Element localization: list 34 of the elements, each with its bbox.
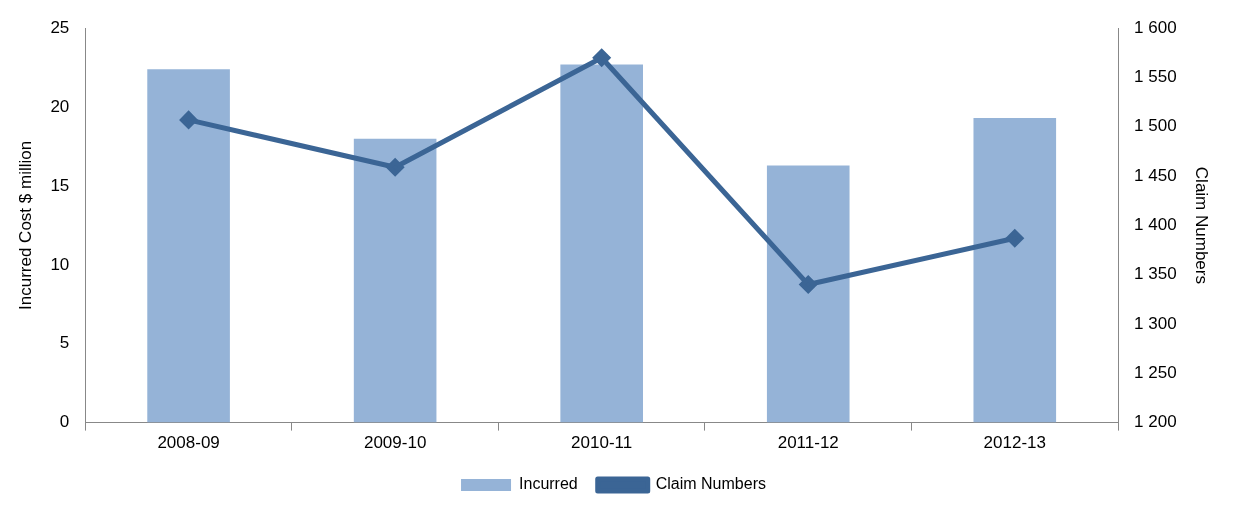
bar — [147, 69, 230, 423]
x-tick-label: 2012-13 — [983, 433, 1046, 453]
bar — [353, 138, 437, 423]
y2-tick-label: 1 500 — [1134, 116, 1177, 136]
y2-tick-label: 1 550 — [1134, 67, 1177, 87]
y-tick-label: 25 — [50, 17, 70, 37]
x-tick-label: 2011-12 — [777, 433, 839, 453]
y-axis-title: Incurred Cost $ million — [15, 140, 35, 310]
y2-tick-label: 1 250 — [1134, 362, 1177, 382]
y2-tick-label: 1 300 — [1134, 313, 1177, 333]
y-tick-label: 10 — [50, 254, 70, 274]
point — [593, 49, 611, 67]
y-tick-label: 0 — [59, 412, 70, 432]
bar — [973, 118, 1057, 423]
y-tick-label: 20 — [50, 96, 70, 116]
bar — [766, 165, 850, 423]
x-tick-label: 2009-10 — [363, 433, 427, 453]
y2-tick-label: 1 400 — [1134, 215, 1177, 235]
y-tick-label: 15 — [50, 175, 70, 195]
y2-tick-label: 1 200 — [1134, 412, 1177, 432]
x-tick-label: 2008-09 — [157, 433, 220, 453]
y2-tick-label: 1 350 — [1134, 264, 1177, 284]
y2-axis-title: Claim Numbers — [1192, 166, 1212, 284]
y-tick-label: 5 — [59, 333, 70, 353]
point — [1006, 229, 1024, 247]
x-tick-label: 2010-11 — [571, 433, 633, 453]
legend-label: Claim Numbers — [655, 475, 766, 493]
y2-tick-label: 1 600 — [1134, 17, 1177, 37]
y2-tick-label: 1 450 — [1134, 165, 1177, 185]
point — [180, 111, 198, 129]
bar — [560, 64, 643, 423]
point — [386, 158, 404, 176]
point — [799, 276, 817, 294]
legend-label: Incurred — [519, 475, 578, 493]
